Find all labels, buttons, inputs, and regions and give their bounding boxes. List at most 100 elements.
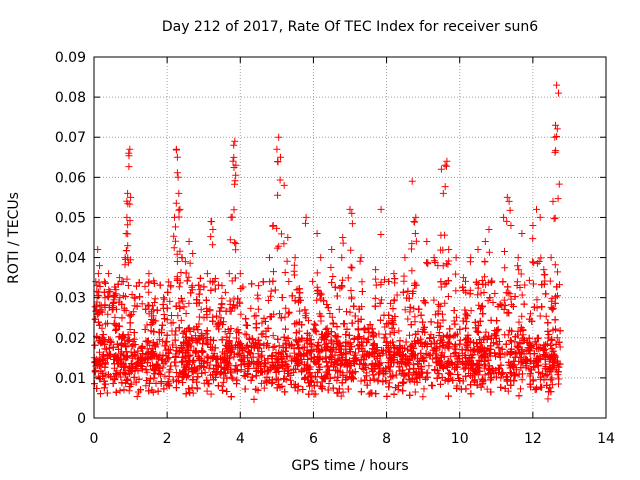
data-point bbox=[324, 386, 332, 394]
data-point bbox=[474, 328, 482, 336]
data-point bbox=[452, 345, 460, 353]
data-point bbox=[215, 325, 223, 333]
data-point bbox=[120, 386, 128, 394]
data-point bbox=[357, 315, 365, 323]
data-point bbox=[555, 375, 563, 383]
data-point bbox=[171, 358, 179, 366]
data-point bbox=[203, 387, 211, 395]
data-point bbox=[435, 329, 443, 336]
data-point bbox=[219, 386, 227, 394]
data-point bbox=[242, 315, 250, 323]
data-point bbox=[486, 294, 494, 302]
data-point bbox=[106, 338, 114, 346]
data-point bbox=[202, 330, 210, 338]
data-point bbox=[179, 329, 187, 337]
data-point bbox=[169, 341, 177, 349]
data-point bbox=[547, 354, 555, 362]
data-point bbox=[199, 334, 207, 342]
data-point bbox=[143, 359, 151, 367]
data-point bbox=[420, 385, 428, 393]
data-point bbox=[431, 344, 439, 352]
data-point bbox=[151, 295, 159, 303]
data-point bbox=[420, 297, 428, 305]
data-point bbox=[196, 274, 204, 282]
data-point bbox=[152, 379, 160, 387]
data-point bbox=[516, 353, 524, 361]
data-point bbox=[370, 362, 378, 370]
data-point bbox=[217, 314, 225, 322]
data-point bbox=[337, 392, 345, 400]
data-point bbox=[556, 343, 564, 351]
data-point bbox=[222, 341, 230, 349]
data-point bbox=[161, 342, 169, 350]
data-point bbox=[538, 303, 546, 311]
data-point bbox=[142, 366, 150, 374]
data-point bbox=[100, 351, 107, 359]
data-point bbox=[534, 345, 542, 353]
data-point bbox=[334, 373, 342, 381]
data-point bbox=[195, 281, 203, 289]
data-point bbox=[204, 354, 212, 362]
data-point bbox=[445, 392, 452, 400]
data-point bbox=[244, 370, 252, 378]
data-point bbox=[282, 347, 289, 355]
data-point bbox=[544, 327, 552, 335]
data-point bbox=[122, 370, 130, 378]
data-point bbox=[100, 377, 108, 385]
data-point bbox=[201, 368, 209, 376]
data-point bbox=[355, 345, 363, 353]
data-point bbox=[245, 365, 253, 372]
data-point bbox=[227, 325, 235, 332]
data-point bbox=[187, 342, 195, 350]
data-point bbox=[232, 341, 239, 349]
data-point bbox=[463, 318, 471, 326]
data-point bbox=[324, 370, 332, 378]
data-point bbox=[143, 321, 151, 329]
data-point bbox=[250, 395, 258, 403]
data-point bbox=[362, 372, 370, 380]
data-point bbox=[491, 290, 499, 297]
data-point bbox=[475, 347, 483, 355]
data-point bbox=[525, 276, 533, 284]
data-point bbox=[478, 277, 486, 284]
data-point bbox=[399, 387, 407, 395]
data-point bbox=[189, 376, 197, 384]
data-point bbox=[271, 286, 279, 294]
data-point bbox=[260, 314, 268, 322]
data-point bbox=[227, 393, 235, 401]
data-point bbox=[342, 338, 350, 346]
data-point bbox=[375, 330, 383, 338]
data-point bbox=[212, 369, 220, 377]
data-point bbox=[445, 369, 453, 377]
data-point bbox=[304, 362, 312, 370]
data-point bbox=[446, 340, 453, 348]
data-point bbox=[334, 389, 342, 397]
data-point bbox=[544, 334, 552, 342]
data-point bbox=[165, 278, 173, 286]
data-point bbox=[554, 359, 562, 367]
data-point bbox=[489, 299, 497, 306]
data-point bbox=[343, 308, 350, 316]
data-point bbox=[99, 338, 107, 346]
data-point bbox=[377, 316, 384, 324]
data-point bbox=[326, 374, 334, 382]
data-point bbox=[126, 319, 134, 327]
data-point bbox=[364, 336, 372, 344]
data-point bbox=[472, 278, 480, 286]
data-point bbox=[501, 385, 509, 392]
data-point bbox=[182, 333, 189, 341]
data-point bbox=[407, 321, 415, 329]
data-point bbox=[388, 318, 396, 326]
data-point bbox=[450, 307, 458, 314]
data-point bbox=[411, 388, 419, 396]
data-point bbox=[94, 358, 102, 366]
data-point bbox=[346, 348, 354, 356]
data-point bbox=[177, 316, 185, 324]
data-point bbox=[325, 380, 333, 387]
data-point bbox=[303, 349, 311, 357]
data-point bbox=[158, 356, 166, 364]
data-point bbox=[356, 360, 364, 368]
data-point bbox=[214, 382, 222, 390]
data-point bbox=[555, 338, 563, 346]
data-point bbox=[412, 330, 420, 338]
